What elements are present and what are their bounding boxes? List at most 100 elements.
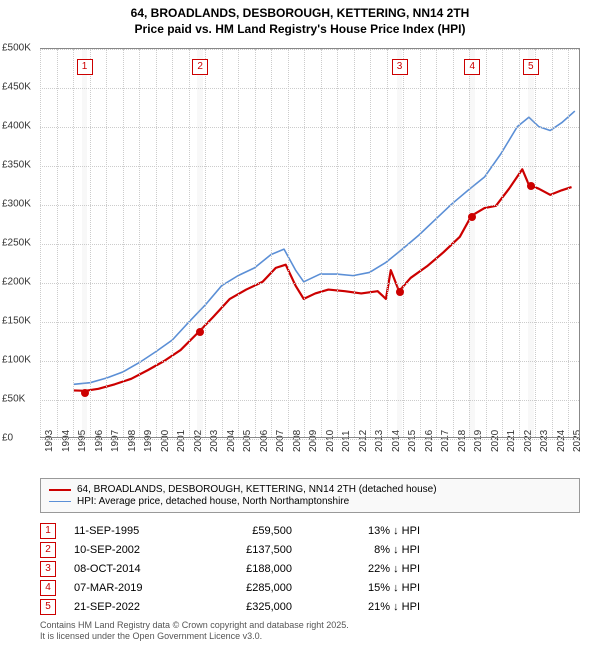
gridline-v	[436, 49, 437, 437]
marker-number: 5	[523, 59, 539, 75]
marker-band	[397, 49, 403, 437]
gridline-v	[420, 49, 421, 437]
gridline-v	[519, 49, 520, 437]
title-line-2: Price paid vs. HM Land Registry's House …	[0, 22, 600, 38]
marker-band	[82, 49, 88, 437]
gridline-v	[172, 49, 173, 437]
table-row: 5 21-SEP-2022 £325,000 21% ↓ HPI	[40, 599, 580, 615]
row-price: £188,000	[202, 563, 292, 575]
chart-container: 64, BROADLANDS, DESBOROUGH, KETTERING, N…	[0, 0, 600, 650]
gridline-v	[453, 49, 454, 437]
row-marker: 3	[40, 561, 56, 577]
chart-title: 64, BROADLANDS, DESBOROUGH, KETTERING, N…	[0, 0, 600, 37]
gridline-h	[40, 244, 579, 245]
gridline-v	[337, 49, 338, 437]
title-line-1: 64, BROADLANDS, DESBOROUGH, KETTERING, N…	[0, 6, 600, 22]
marker-number: 4	[464, 59, 480, 75]
gridline-h	[40, 88, 579, 89]
gridline-v	[271, 49, 272, 437]
gridline-v	[156, 49, 157, 437]
row-marker: 1	[40, 523, 56, 539]
gridline-h	[40, 283, 579, 284]
row-date: 07-MAR-2019	[74, 582, 184, 594]
gridline-v	[370, 49, 371, 437]
gridline-v	[288, 49, 289, 437]
gridline-h	[40, 322, 579, 323]
gridline-v	[106, 49, 107, 437]
gridline-v	[189, 49, 190, 437]
y-tick-label: £0	[2, 433, 13, 444]
row-price: £285,000	[202, 582, 292, 594]
y-tick-label: £400K	[2, 121, 31, 132]
legend-box: 64, BROADLANDS, DESBOROUGH, KETTERING, N…	[40, 478, 580, 513]
row-price: £137,500	[202, 544, 292, 556]
gridline-v	[205, 49, 206, 437]
gridline-v	[403, 49, 404, 437]
y-tick-label: £450K	[2, 82, 31, 93]
row-marker: 5	[40, 599, 56, 615]
plot-area: 12345	[40, 48, 580, 438]
row-diff: 13% ↓ HPI	[310, 525, 420, 537]
y-tick-label: £50K	[2, 394, 25, 405]
row-diff: 8% ↓ HPI	[310, 544, 420, 556]
row-price: £325,000	[202, 601, 292, 613]
marker-band	[197, 49, 203, 437]
y-tick-label: £250K	[2, 238, 31, 249]
gridline-v	[502, 49, 503, 437]
gridline-h	[40, 361, 579, 362]
gridline-v	[304, 49, 305, 437]
gridline-h	[40, 49, 579, 50]
marker-number: 1	[77, 59, 93, 75]
legend-row-hpi: HPI: Average price, detached house, Nort…	[49, 496, 571, 507]
gridline-v	[387, 49, 388, 437]
gridline-h	[40, 205, 579, 206]
gridline-v	[568, 49, 569, 437]
row-marker: 2	[40, 542, 56, 558]
gridline-v	[40, 49, 41, 437]
sale-point	[396, 288, 404, 296]
legend-label-paid: 64, BROADLANDS, DESBOROUGH, KETTERING, N…	[77, 484, 437, 495]
row-marker: 4	[40, 580, 56, 596]
legend-row-paid: 64, BROADLANDS, DESBOROUGH, KETTERING, N…	[49, 484, 571, 495]
sale-point	[527, 182, 535, 190]
row-date: 10-SEP-2002	[74, 544, 184, 556]
series-hpi	[74, 111, 575, 384]
legend-swatch-paid	[49, 489, 71, 491]
gridline-h	[40, 127, 579, 128]
gridline-v	[255, 49, 256, 437]
sales-table: 111-SEP-1995£59,50013% ↓ HPI210-SEP-2002…	[40, 520, 580, 618]
y-tick-label: £100K	[2, 355, 31, 366]
gridline-v	[238, 49, 239, 437]
gridline-v	[123, 49, 124, 437]
legend-label-hpi: HPI: Average price, detached house, Nort…	[77, 496, 349, 507]
gridline-h	[40, 439, 579, 440]
row-date: 21-SEP-2022	[74, 601, 184, 613]
table-row: 308-OCT-2014£188,00022% ↓ HPI	[40, 561, 580, 577]
gridline-v	[354, 49, 355, 437]
gridline-v	[139, 49, 140, 437]
gridline-v	[73, 49, 74, 437]
gridline-v	[222, 49, 223, 437]
footer-line-2: It is licensed under the Open Government…	[40, 631, 580, 642]
table-row: 111-SEP-1995£59,50013% ↓ HPI	[40, 523, 580, 539]
table-row: 2 10-SEP-2002 £137,500 8% ↓ HPI	[40, 542, 580, 558]
sale-point	[468, 213, 476, 221]
gridline-v	[57, 49, 58, 437]
row-diff: 21% ↓ HPI	[310, 601, 420, 613]
gridline-v	[486, 49, 487, 437]
series-paid	[74, 169, 572, 391]
row-price: £59,500	[202, 525, 292, 537]
sale-point	[196, 328, 204, 336]
y-tick-label: £300K	[2, 199, 31, 210]
row-diff: 15% ↓ HPI	[310, 582, 420, 594]
line-svg	[40, 49, 579, 437]
gridline-v	[321, 49, 322, 437]
marker-band	[528, 49, 534, 437]
gridline-v	[90, 49, 91, 437]
marker-band	[469, 49, 475, 437]
y-tick-label: £150K	[2, 316, 31, 327]
gridline-v	[552, 49, 553, 437]
footer-attribution: Contains HM Land Registry data © Crown c…	[40, 620, 580, 642]
marker-number: 3	[392, 59, 408, 75]
table-row: 4 07-MAR-2019 £285,000 15% ↓ HPI	[40, 580, 580, 596]
